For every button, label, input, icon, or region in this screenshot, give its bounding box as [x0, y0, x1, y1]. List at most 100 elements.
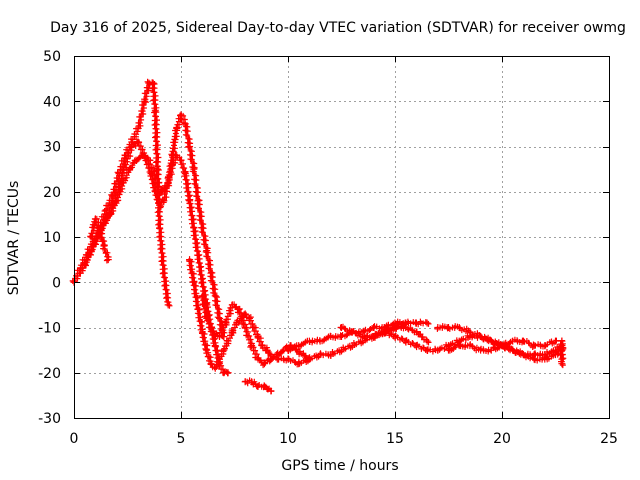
- x-axis-label: GPS time / hours: [281, 458, 398, 474]
- data-point: [466, 342, 474, 350]
- data-point: [327, 333, 335, 341]
- data-point: [552, 337, 559, 345]
- data-point: [267, 355, 275, 363]
- data-point: [168, 161, 176, 169]
- data-point: [241, 378, 249, 386]
- data-point: [134, 124, 142, 132]
- data-point: [316, 351, 324, 359]
- data-point: [186, 197, 194, 205]
- chart-title: Day 316 of 2025, Sidereal Day-to-day VTE…: [50, 20, 626, 36]
- x-tick-label: 25: [600, 431, 618, 447]
- data-point: [224, 337, 232, 345]
- axis-ticks: 0 5 10 15 20 25 -30 -20 -10 0 10 20 30 40 50: [38, 49, 618, 447]
- data-point: [173, 124, 181, 132]
- data-point: [198, 278, 206, 286]
- data-point: [541, 342, 549, 350]
- x-tick-label: 10: [279, 431, 297, 447]
- data-point: [455, 324, 463, 331]
- data-point: [177, 156, 185, 164]
- data-point: [273, 355, 281, 363]
- data-point: [412, 342, 420, 350]
- data-point: [177, 111, 185, 119]
- data-point: [207, 360, 215, 368]
- data-point: [149, 79, 157, 87]
- series-arc-3: [76, 138, 232, 377]
- y-tick-label: 0: [52, 275, 61, 291]
- data-point: [96, 224, 104, 232]
- data-point: [91, 215, 99, 223]
- data-point: [128, 143, 136, 150]
- x-tick-label: 20: [493, 431, 511, 447]
- y-tick-label: 30: [43, 140, 61, 156]
- data-point: [83, 256, 91, 264]
- data-point: [284, 355, 292, 363]
- data-point: [87, 233, 95, 241]
- data-point: [466, 328, 474, 336]
- data-point: [186, 256, 194, 264]
- data-point: [558, 337, 566, 345]
- data-point: [186, 143, 194, 150]
- data-point: [224, 369, 232, 377]
- data-point: [194, 251, 202, 259]
- data-point: [455, 342, 463, 350]
- data-point: [338, 324, 345, 331]
- data-point: [509, 346, 517, 354]
- data-point: [477, 346, 485, 354]
- data-point: [151, 106, 159, 114]
- data-point: [134, 138, 142, 146]
- data-point: [141, 97, 149, 105]
- data-point: [412, 328, 420, 336]
- data-point: [203, 247, 211, 255]
- data-point: [216, 355, 224, 363]
- series-arc-4: [87, 215, 112, 264]
- data-point: [190, 278, 198, 286]
- data-point: [222, 319, 230, 327]
- data-point: [164, 301, 172, 309]
- data-point: [76, 269, 84, 277]
- data-point: [181, 120, 189, 128]
- data-point: [519, 351, 527, 359]
- data-point: [477, 333, 485, 341]
- data-point: [359, 333, 367, 341]
- data-point: [228, 328, 236, 336]
- data-point: [487, 346, 495, 354]
- data-point: [156, 201, 164, 209]
- data-point: [241, 324, 249, 331]
- data-point: [445, 346, 452, 354]
- data-point: [198, 292, 206, 300]
- x-tick-label: 0: [70, 431, 79, 447]
- data-point: [305, 355, 313, 363]
- data-point: [160, 197, 168, 205]
- data-point: [530, 355, 538, 363]
- data-point: [211, 364, 219, 372]
- y-tick-label: 20: [43, 185, 61, 201]
- data-point: [338, 333, 345, 341]
- y-tick-label: -10: [38, 321, 61, 337]
- data-point: [402, 337, 410, 345]
- data-point: [412, 319, 420, 327]
- data-point: [258, 342, 266, 350]
- data-point: [160, 269, 168, 277]
- data-point: [380, 328, 388, 336]
- data-marks: [69, 78, 567, 395]
- y-tick-label: -20: [38, 366, 61, 382]
- data-point: [254, 382, 262, 390]
- data-point: [509, 337, 517, 345]
- data-point: [181, 170, 189, 178]
- data-point: [370, 324, 378, 331]
- data-point: [541, 355, 549, 363]
- series-arc-13: [445, 336, 560, 355]
- data-point: [126, 165, 134, 173]
- data-point: [207, 269, 215, 277]
- data-point: [260, 382, 268, 390]
- data-point: [233, 319, 241, 327]
- data-point: [299, 351, 307, 359]
- data-point: [115, 183, 123, 191]
- data-point: [104, 256, 112, 264]
- data-point: [530, 342, 538, 350]
- data-point: [203, 314, 211, 322]
- data-point: [248, 342, 256, 350]
- data-point: [519, 337, 527, 345]
- data-point: [147, 170, 155, 178]
